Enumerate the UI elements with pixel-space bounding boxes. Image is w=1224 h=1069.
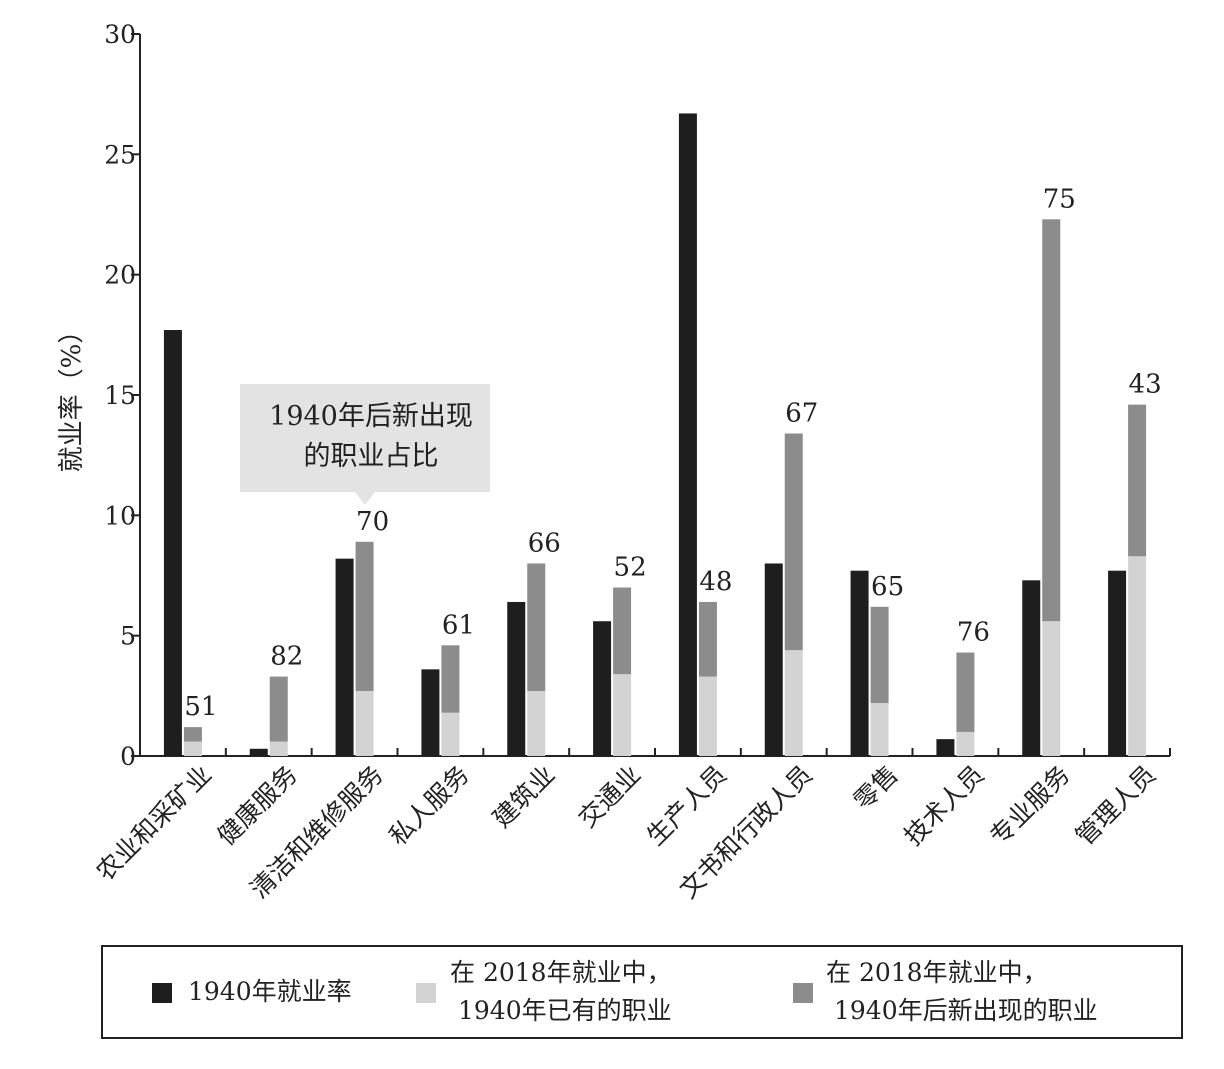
category-label: 建筑业 [487,760,561,834]
y-axis-label: 就业率（%） [57,318,87,473]
legend-swatch-1940 [152,983,172,1003]
new-share-label: 70 [356,507,389,537]
y-tick-label: 5 [120,622,136,651]
bar-2018-existing [355,691,374,756]
bar-2018-existing [441,712,460,756]
legend-label-new-line1: 在 2018年就业中， [826,958,1048,987]
y-tick-label: 15 [104,381,136,410]
callout-text-line2: 的职业占比 [304,441,439,472]
bars [163,113,1147,757]
bar-2018-new [269,676,288,742]
bar-2018-existing [183,741,202,756]
bar-1940 [936,739,955,756]
bar-1940 [249,748,268,756]
legend-label-existing-line1: 在 2018年就业中， [450,958,672,987]
bar-1940 [1022,580,1041,756]
new-share-label: 52 [614,553,647,583]
new-share-label: 75 [1043,184,1076,214]
y-tick-label: 25 [104,140,136,169]
bar-2018-existing [870,703,889,756]
bar-2018-existing [269,741,288,756]
callout-box [240,384,490,492]
callout-text-line1: 1940年后新出现 [269,401,473,432]
category-label: 零售 [848,760,904,816]
bar-2018-existing [784,650,803,756]
y-tick-label: 30 [104,20,136,49]
bar-2018-new [698,601,717,677]
bar-1940 [593,621,612,756]
bar-1940 [421,669,440,756]
bar-2018-new [1042,219,1061,622]
legend-label-new-line2: 1940年后新出现的职业 [834,996,1098,1025]
y-tick-label: 0 [120,742,136,771]
bar-2018-existing [1128,556,1147,756]
bar-2018-existing [956,731,975,756]
bar-1940 [678,113,697,757]
legend-box [101,945,1183,1039]
bar-2018-existing [613,674,632,756]
bar-2018-new [784,433,803,651]
y-tick-label: 20 [104,261,136,290]
category-label: 生产人员 [641,760,732,851]
new-share-label: 76 [957,618,990,648]
category-label: 管理人员 [1070,760,1161,851]
bar-1940 [335,558,354,756]
bar-1940 [850,570,869,756]
bar-2018-new [527,563,546,692]
bar-2018-new [355,541,374,692]
y-ticks: 0 5 10 15 20 25 30 [104,20,140,771]
bar-1940 [1108,570,1127,756]
bar-2018-new [956,652,975,732]
legend-label-existing-line2: 1940年已有的职业 [458,996,672,1025]
category-label: 农业和采矿业 [91,760,218,887]
data-labels: 51 82 70 61 66 52 48 67 65 76 75 43 [184,184,1161,722]
new-share-label: 65 [871,572,904,602]
callout: 1940年后新出现 的职业占比 [240,384,490,505]
category-label: 专业服务 [984,760,1075,851]
bar-2018-existing [527,691,546,756]
callout-pointer [355,492,375,505]
bar-1940 [764,563,783,756]
category-label: 技术人员 [898,760,989,851]
new-share-label: 48 [699,567,732,597]
new-share-label: 61 [442,610,475,640]
category-label: 交通业 [573,760,647,834]
bar-2018-new [613,587,632,675]
category-label: 健康服务 [212,760,303,851]
new-share-label: 82 [270,642,303,672]
category-label: 私人服务 [383,760,474,851]
bar-2018-new [1128,404,1147,557]
legend-swatch-new [793,983,813,1003]
bar-2018-existing [698,676,717,756]
new-share-label: 43 [1129,370,1162,400]
bar-1940 [507,601,526,756]
bar-2018-new [441,645,460,713]
y-tick-label: 10 [104,501,136,530]
legend-label-1940: 1940年就业率 [188,977,352,1006]
legend-swatch-existing [416,983,436,1003]
bar-1940 [163,330,182,756]
new-share-label: 67 [785,399,818,429]
bar-2018-existing [1042,621,1061,756]
legend: 1940年就业率 在 2018年就业中， 1940年已有的职业 在 2018年就… [101,945,1183,1039]
bar-2018-new [183,727,202,742]
new-share-label: 66 [528,528,561,558]
new-share-label: 51 [184,692,217,722]
x-ticks [224,748,1171,756]
bar-2018-new [870,606,889,704]
